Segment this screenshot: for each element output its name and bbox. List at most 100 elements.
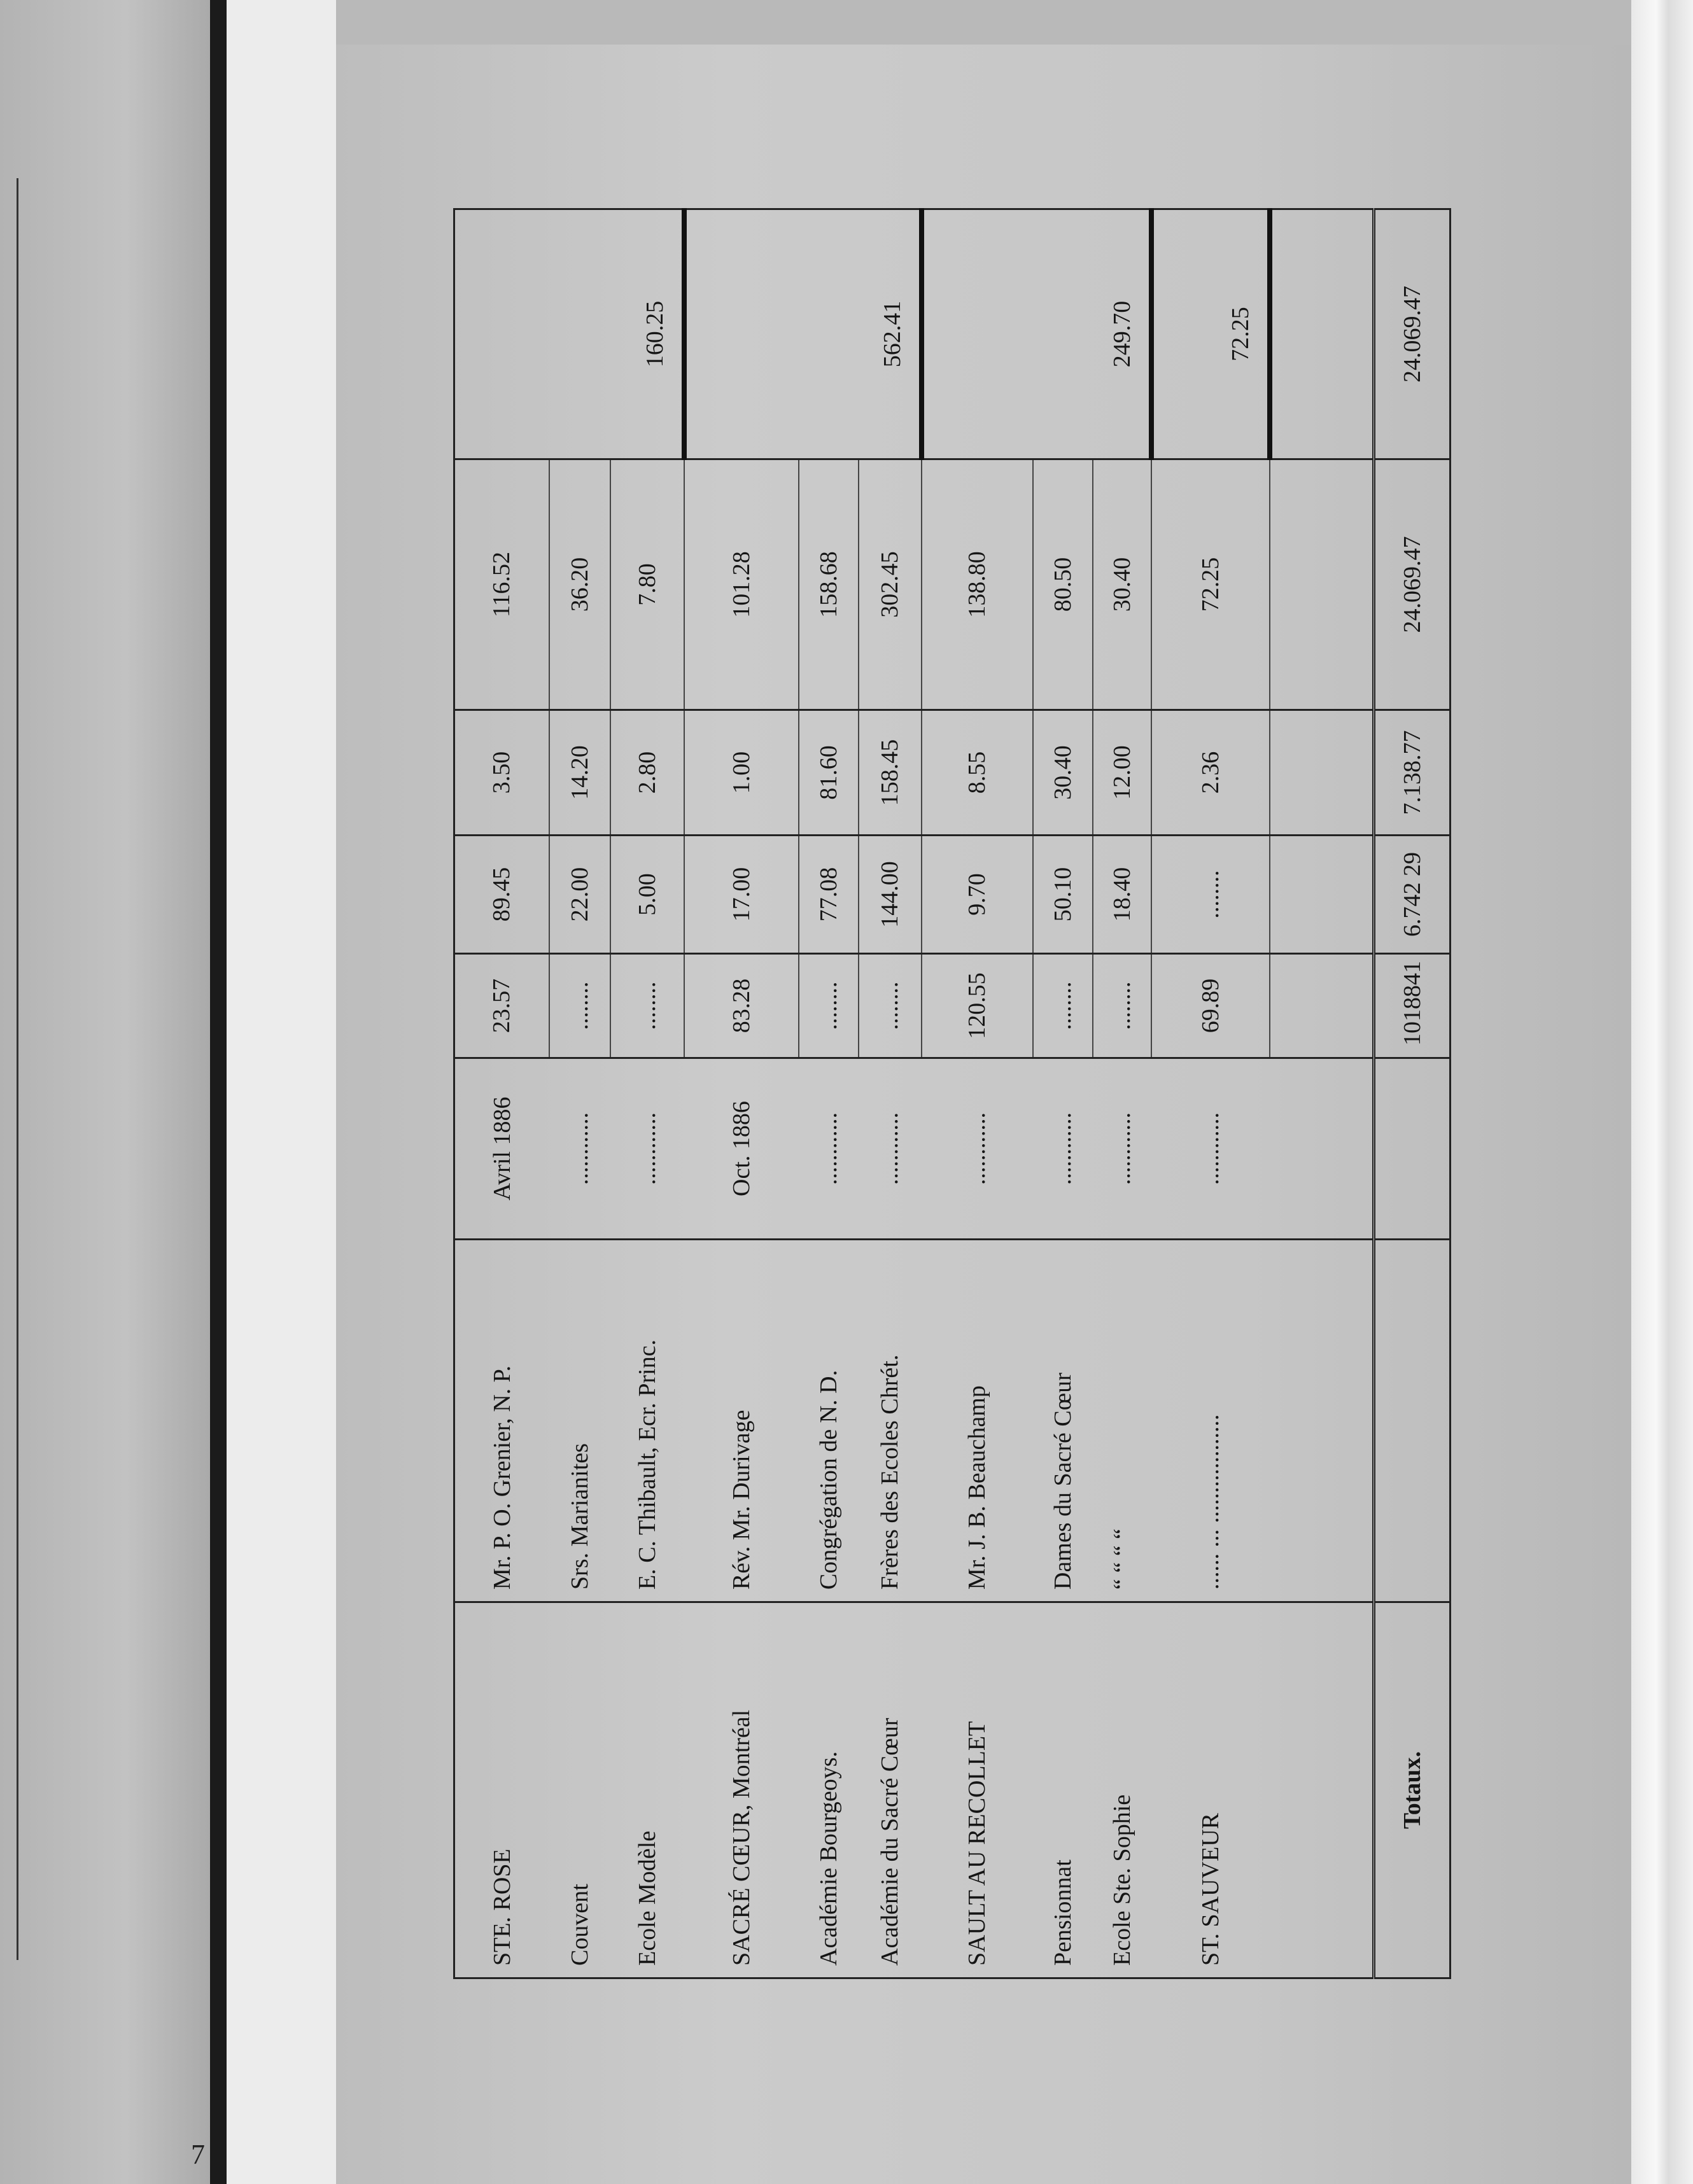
amount-cell-c7: 302.45 [858,459,922,710]
date-cell: ............ [549,1058,610,1240]
table-row: Pensionnat Dames du Sacré Cœur...........… [1032,209,1093,1978]
place-cell: Pensionnat [1032,1602,1093,1978]
scanned-sheet [336,45,1631,2184]
group-total-cell: 160.25 [454,209,684,459]
amount-cell-c4: ........ [610,953,684,1058]
date-cell: ............ [798,1058,859,1240]
place-cell: SAULT AU RECOLLET [921,1602,1033,1978]
amount-cell-c7: 80.50 [1032,459,1093,710]
amount-cell-c6: 3.50 [454,710,549,836]
amount-cell-c6: 81.60 [798,710,859,836]
amount-cell-c4: ........ [1092,953,1151,1058]
table-row: Académie du Sacré Cœur Frères des Ecoles … [858,209,922,1978]
amount-cell-c4: 23.57 [454,953,549,1058]
total-c8: 24.069.47 [1373,209,1451,459]
rotated-table: STE. ROSE Mr. P. O. Grenier, N. P. Avril 1… [453,208,1451,1979]
place-cell [1269,1602,1374,1978]
amount-cell-c6: 14.20 [549,710,610,836]
date-cell: Oct. 1886 [684,1058,799,1240]
table-row: SAULT AU RECOLLET Mr. J. B. Beauchamp....… [921,209,1151,1978]
amount-cell-c6 [1269,710,1374,836]
facing-page-rule [17,178,18,1960]
amount-cell-c4: ........ [1032,953,1093,1058]
table-row: STE. ROSE Mr. P. O. Grenier, N. P. Avril 1… [454,209,684,1978]
total-c6: 7.138.77 [1373,710,1451,836]
table-row: Couvent Srs. Marianites..................… [549,209,610,1978]
table-row: Académie Bourgeoys. Congrégation de N. D.… [798,209,859,1978]
amount-cell-c6: 30.40 [1032,710,1093,836]
date-cell: ............ [921,1058,1033,1240]
amount-cell-c7: 158.68 [798,459,859,710]
place-cell: Ecole Ste. Sophie [1092,1602,1151,1978]
table-row [1269,209,1374,1978]
group-total-cell: 72.25 [1151,209,1270,459]
amount-cell-c4: ........ [549,953,610,1058]
group-total-cell: 562.41 [684,209,922,459]
date-cell: ............ [1092,1058,1151,1240]
amount-cell-c5: 9.70 [921,835,1033,954]
place-cell: Ecole Modèle [610,1602,684,1978]
amount-cell-c5: 144.00 [858,835,922,954]
amount-cell-c7 [1269,459,1374,710]
name-cell [1270,1240,1374,1602]
amount-cell-c5: 17.00 [684,835,799,954]
amount-cell-c5: 50.10 [1032,835,1093,954]
date-cell: ............ [610,1058,684,1240]
amount-cell-c4: 83.28 [684,953,799,1058]
amount-cell-c5 [1269,835,1374,954]
total-c4: 1018841 [1373,953,1451,1058]
totals-name-cell [1373,1239,1451,1602]
place-cell: SACRÉ CŒUR, Montréal [684,1602,799,1978]
name-cell: Srs. Marianites [566,1443,593,1590]
book-binding [210,0,227,2184]
amount-cell-c5: ........ [1151,835,1270,954]
place-cell: Couvent [549,1602,610,1978]
amount-cell-c5: 89.45 [454,835,549,954]
name-cell: ...... ... .................. [1197,1414,1224,1590]
amount-cell-c5: 5.00 [610,835,684,954]
totals-row: Totaux. 1018841 6.742 29 7.138.77 24.069.47 2… [1373,209,1451,1978]
date-cell: ............ [1032,1058,1093,1240]
place-cell: Académie du Sacré Cœur [858,1602,922,1978]
amount-cell-c7: 36.20 [549,459,610,710]
amount-cell-c6: 8.55 [921,710,1033,836]
amount-cell-c4: ........ [798,953,859,1058]
accounts-table: STE. ROSE Mr. P. O. Grenier, N. P. Avril 1… [453,208,1451,1979]
place-cell: Académie Bourgeoys. [798,1602,859,1978]
name-cell: Congrégation de N. D. [815,1369,842,1590]
name-cell: Rév. Mr. Durivage [727,1410,755,1590]
amount-cell-c6: 2.36 [1151,710,1270,836]
name-cell: Mr. J. B. Beauchamp [964,1385,990,1590]
date-cell [1269,1058,1374,1240]
name-cell: Mr. P. O. Grenier, N. P. [488,1365,516,1590]
amount-cell-c7: 7.80 [610,459,684,710]
amount-cell-c7: 116.52 [454,459,549,710]
group-total-cell [1269,209,1374,459]
table-row: Ecole Ste. Sophie “ “ “ “................… [1092,209,1151,1978]
amount-cell-c6: 158.45 [858,710,922,836]
table-body: STE. ROSE Mr. P. O. Grenier, N. P. Avril 1… [454,209,1451,1978]
amount-cell-c7: 72.25 [1151,459,1270,710]
amount-cell-c6: 2.80 [610,710,684,836]
name-cell: E. C. Thibault, Ecr. Princ. [633,1340,661,1590]
date-cell: ............ [1151,1058,1270,1240]
amount-cell-c6: 1.00 [684,710,799,836]
page-edge [1631,0,1693,2184]
page-number: 7 [191,2139,205,2170]
amount-cell-c7: 138.80 [921,459,1033,710]
amount-cell-c4: 69.89 [1151,953,1270,1058]
table-row: ST. SAUVEUR ...... ... ..................… [1151,209,1270,1978]
place-cell: STE. ROSE [454,1602,549,1978]
amount-cell-c4 [1269,953,1374,1058]
facing-page [0,0,210,2184]
amount-cell-c6: 12.00 [1092,710,1151,836]
date-cell: Avril 1886 [454,1058,549,1240]
table-row: Ecole Modèle E. C. Thibault, Ecr. Princ..… [610,209,684,1978]
total-c7: 24.069.47 [1373,459,1451,710]
amount-cell-c7: 30.40 [1092,459,1151,710]
place-cell: ST. SAUVEUR [1151,1602,1270,1978]
blank-page-margin [227,0,336,2184]
amount-cell-c7: 101.28 [684,459,799,710]
group-total-cell: 249.70 [921,209,1151,459]
amount-cell-c5: 22.00 [549,835,610,954]
